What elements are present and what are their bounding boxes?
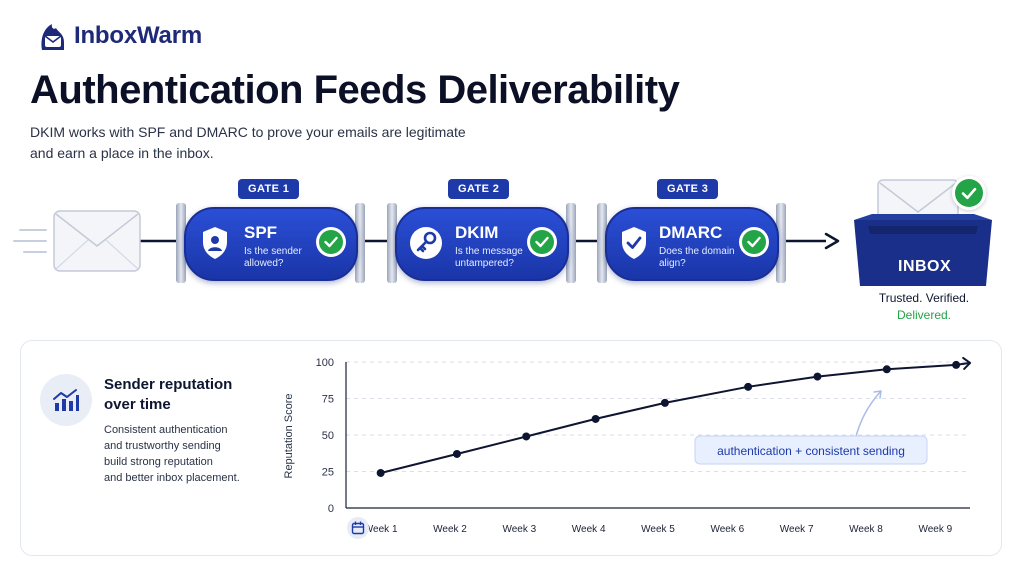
annotation-text: authentication + consistent sending [717,444,905,458]
inbox-status-trusted: Trusted. Verified. [878,291,970,305]
y-tick-label: 75 [322,394,334,406]
x-tick-label: Week 2 [433,524,467,535]
gate-1-check-icon [316,227,346,257]
x-tick-label: Week 4 [572,524,606,535]
shield-person-icon [200,225,230,266]
gate-3-name: DMARC [659,223,723,242]
inbox-label: INBOX [898,258,952,275]
flow-arrowhead [824,232,840,250]
gate1-left-post [176,203,186,283]
mascot-icon [41,24,64,50]
y-tick-label: 100 [316,357,334,369]
chart-grid [345,361,970,509]
inbox-status-delivered: Delivered. [896,308,952,322]
data-point [452,449,461,458]
gate-3-dmarc: DMARC Does the domain align? [605,207,779,281]
data-point [882,365,891,374]
gate-2-dkim: DKIM Is the message untampered? [395,207,569,281]
gate-1-name: SPF [244,223,278,242]
gate1-right-post [355,203,365,283]
y-tick-label: 0 [328,503,334,515]
annotation-arrow [854,391,881,441]
data-point [660,398,669,407]
page-subtitle: DKIM works with SPF and DMARC to prove y… [30,122,550,164]
subtitle-line-1: DKIM works with SPF and DMARC to prove y… [30,124,466,140]
chart-series [376,356,972,477]
gate-3-question: Does the domain align? [659,246,735,269]
data-point [952,360,961,369]
gate-3-check-icon [739,227,769,257]
gate-2-tag: GATE 2 [448,179,510,199]
chart-yticks: 0 25 50 75 100 [316,357,334,515]
chart-ylabel: Reputation Score [283,394,295,479]
inbox-check-icon [952,176,986,210]
x-tick-label: Week 5 [641,524,675,535]
annotation-box [694,435,928,465]
gate3-right-post [776,203,786,283]
reputation-chart: Reputation Score 0 25 50 75 100 Week 1 Week 2… [283,356,972,539]
key-icon [409,225,443,266]
x-tick-label: Week 1 [364,524,398,535]
gate2-left-post [387,203,397,283]
reputation-title: Sender reputation over time [104,376,233,413]
data-point [376,468,385,477]
x-tick-label: Week 3 [502,524,536,535]
gate-2-name: DKIM [455,223,499,242]
subtitle-line-2: and earn a place in the inbox. [30,145,214,161]
x-tick-label: Week 9 [918,524,952,535]
inbox-tray-icon [854,179,992,286]
envelope-icon [53,210,141,272]
speed-lines [13,229,47,253]
gate-3-tag: GATE 3 [657,179,719,199]
x-tick-label: Week 6 [710,524,744,535]
shield-check-icon [619,225,649,266]
series-arrowhead [962,356,972,370]
y-tick-label: 50 [322,430,334,442]
gate-2-question: Is the message untampered? [455,246,523,269]
x-tick-label: Week 8 [849,524,883,535]
gate-1-question: Is the sender allowed? [244,246,302,269]
y-tick-label: 25 [322,467,334,479]
page-title: Authentication Feeds Deliverability [30,68,680,112]
gate2-right-post [566,203,576,283]
calendar-icon [347,517,369,539]
chart-xticks: Week 1 Week 2 Week 3 Week 4 Week 5 Week 6 Week… [364,524,953,535]
data-point [744,382,753,391]
data-point [522,432,531,441]
gate3-left-post [597,203,607,283]
brand-name: InboxWarm [74,22,202,49]
data-point [591,414,600,423]
x-tick-label: Week 7 [780,524,814,535]
bar-trend-icon [40,374,92,426]
reputation-description: Consistent authentication and trustworth… [104,424,240,484]
brand-logo: InboxWarm [36,20,202,52]
gate-2-check-icon [527,227,557,257]
gate-1-spf: SPF Is the sender allowed? [184,207,358,281]
gate-1-tag: GATE 1 [238,179,300,199]
data-point [813,372,822,381]
annotation-arrowhead [873,390,882,399]
